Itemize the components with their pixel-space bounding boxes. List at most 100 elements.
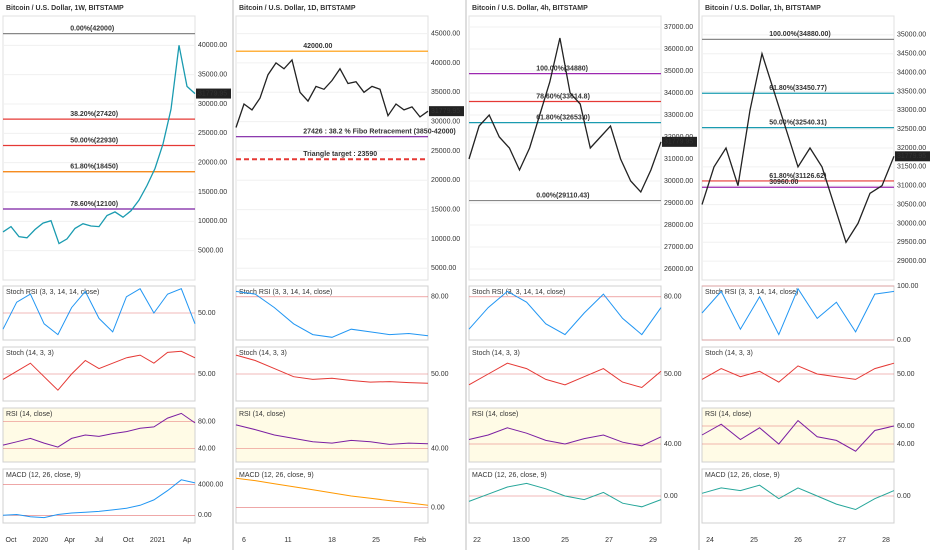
x-tick-label: Jul xyxy=(95,537,104,544)
x-tick-label: Ap xyxy=(183,537,192,544)
indicator-frame xyxy=(235,285,429,341)
last-price-box xyxy=(895,151,930,162)
indicator-tick-label: 80.00 xyxy=(664,294,682,301)
y-tick-label: 31000.00 xyxy=(897,183,926,190)
y-tick-label: 30000.00 xyxy=(897,220,926,227)
indicator-frame xyxy=(468,285,662,341)
y-tick-label: 34000.00 xyxy=(664,90,693,97)
x-tick-label: Oct xyxy=(6,537,17,544)
y-tick-label: 31500.00 xyxy=(897,164,926,171)
level-label: 78.60%(12100) xyxy=(70,201,118,208)
x-tick-label: 27 xyxy=(838,537,846,544)
y-tick-label: 40000.00 xyxy=(431,60,460,67)
y-tick-label: 33000.00 xyxy=(897,107,926,114)
y-tick-label: 33000.00 xyxy=(664,112,693,119)
x-tick-label: 13:00 xyxy=(512,537,530,544)
y-tick-label: 30000.00 xyxy=(431,118,460,125)
indicator-line xyxy=(235,424,429,445)
level-label: 50.00%(22930) xyxy=(70,137,118,144)
indicator-frame xyxy=(2,468,196,524)
y-tick-label: 45000.00 xyxy=(431,30,460,37)
y-tick-label: 28000.00 xyxy=(664,222,693,229)
indicator-line xyxy=(468,290,662,336)
last-price-box xyxy=(196,88,231,99)
level-label: 78.60%(33614.8) xyxy=(536,93,590,100)
y-tick-label: 25000.00 xyxy=(198,130,227,137)
level-label: 100.00%(34880.00) xyxy=(769,31,831,38)
last-price-label: 31779.95 xyxy=(664,139,693,146)
y-tick-label: 37000.00 xyxy=(664,24,693,31)
indicator-line xyxy=(701,287,895,336)
indicator-tick-label: 4000.00 xyxy=(198,481,223,488)
y-tick-label: 40000.00 xyxy=(198,42,227,49)
y-tick-label: 20000.00 xyxy=(431,177,460,184)
indicator-tick-label: 0.00 xyxy=(431,504,445,511)
last-price-box xyxy=(662,136,697,147)
indicator-name: MACD (12, 26, close, 9) xyxy=(6,472,81,479)
indicator-name: RSI (14, close) xyxy=(472,411,518,418)
indicator-tick-label: 0.00 xyxy=(897,493,911,500)
panel-title: Bitcoin / U.S. Dollar, 1h, BITSTAMP xyxy=(705,5,821,12)
x-tick-label: 25 xyxy=(561,537,569,544)
y-tick-label: 29000.00 xyxy=(664,200,693,207)
level-label: 61.80%(33450.77) xyxy=(769,85,827,92)
panel-title: Bitcoin / U.S. Dollar, 1W, BITSTAMP xyxy=(6,5,124,12)
x-tick-label: Apr xyxy=(64,537,76,544)
indicator-line xyxy=(701,419,895,452)
indicator-name: Stoch RSI (3, 3, 14, 14, close) xyxy=(239,289,332,296)
indicator-line xyxy=(468,362,662,389)
y-tick-label: 30500.00 xyxy=(897,201,926,208)
indicator-name: Stoch (14, 3, 3) xyxy=(472,350,520,357)
y-tick-label: 26000.00 xyxy=(664,266,693,273)
indicator-line xyxy=(2,350,196,391)
level-label: 61.80%(31126.62) xyxy=(769,173,826,180)
y-tick-label: 10000.00 xyxy=(431,236,460,243)
last-price-label: 31779.95 xyxy=(198,90,227,97)
price-line xyxy=(2,45,196,245)
indicator-name: Stoch (14, 3, 3) xyxy=(705,350,753,357)
y-tick-label: 29500.00 xyxy=(897,239,926,246)
level-label: Triangle target : 23590 xyxy=(303,151,377,158)
y-tick-label: 15000.00 xyxy=(198,189,227,196)
panel-frame xyxy=(2,15,196,281)
indicator-frame xyxy=(235,468,429,524)
y-tick-label: 10000.00 xyxy=(198,218,227,225)
x-tick-label: 29 xyxy=(649,537,657,544)
indicator-line xyxy=(2,479,196,519)
x-tick-label: 22 xyxy=(473,537,481,544)
y-tick-label: 25000.00 xyxy=(431,148,460,155)
indicator-tick-label: 40.00 xyxy=(664,441,682,448)
indicator-frame xyxy=(2,407,196,463)
x-tick-label: 25 xyxy=(750,537,758,544)
indicator-line xyxy=(701,484,895,511)
x-tick-label: 28 xyxy=(882,537,890,544)
y-tick-label: 35000.00 xyxy=(897,32,926,39)
indicator-tick-label: 80.00 xyxy=(198,418,216,425)
x-tick-label: 18 xyxy=(328,537,336,544)
indicator-name: Stoch (14, 3, 3) xyxy=(6,350,54,357)
x-tick-label: 2021 xyxy=(150,537,166,544)
level-label: 61.80%(18450) xyxy=(70,164,118,171)
indicator-tick-label: 50.00 xyxy=(198,371,216,378)
x-tick-label: 6 xyxy=(242,537,246,544)
x-tick-label: 25 xyxy=(372,537,380,544)
indicator-name: RSI (14, close) xyxy=(6,411,52,418)
indicator-tick-label: 0.00 xyxy=(664,493,678,500)
price-line xyxy=(235,58,429,128)
indicator-name: Stoch (14, 3, 3) xyxy=(239,350,287,357)
y-tick-label: 20000.00 xyxy=(198,160,227,167)
indicator-tick-label: 40.00 xyxy=(198,445,216,452)
indicator-name: MACD (12, 26, close, 9) xyxy=(472,472,547,479)
x-tick-label: 2020 xyxy=(33,537,49,544)
indicator-line xyxy=(701,362,895,383)
panel-frame xyxy=(468,15,662,281)
indicator-name: RSI (14, close) xyxy=(239,411,285,418)
level-label: 27426 : 38.2 % Fibo Retracement (3850-42… xyxy=(303,129,456,136)
indicator-line xyxy=(235,290,429,338)
y-tick-label: 36000.00 xyxy=(664,46,693,53)
price-line xyxy=(701,51,895,244)
indicator-frame xyxy=(701,285,895,341)
panel-frame xyxy=(235,15,429,281)
level-label: 0.00%(42000) xyxy=(70,25,114,32)
y-tick-label: 30000.00 xyxy=(198,101,227,108)
